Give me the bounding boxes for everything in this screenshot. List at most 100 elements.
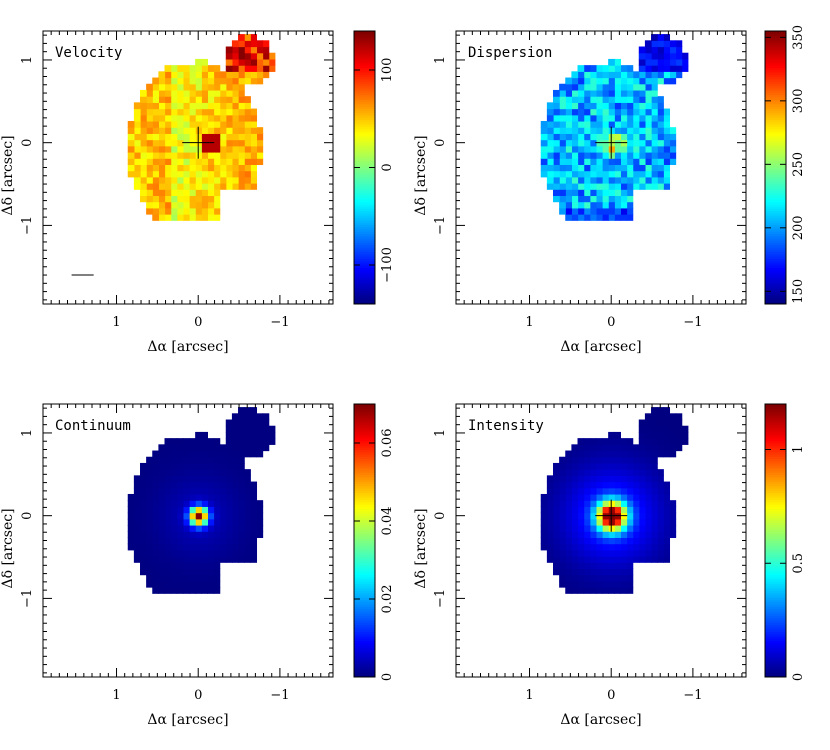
heatmap-cell	[189, 170, 196, 178]
heatmap-cell	[540, 493, 548, 501]
heatmap-cell	[614, 500, 621, 507]
heatmap-cell	[213, 574, 221, 582]
heatmap-cell	[140, 114, 147, 122]
heatmap-cell	[207, 96, 215, 103]
heatmap-cell	[244, 102, 251, 110]
heatmap-cell	[256, 524, 264, 532]
colorbar-tick-label: 0.02	[380, 585, 395, 614]
heatmap-cell	[176, 568, 184, 576]
heatmap-cell	[651, 40, 658, 48]
heatmap-cell	[577, 183, 585, 190]
heatmap-cell	[583, 127, 591, 134]
heatmap-cell	[176, 145, 184, 153]
heatmap-cell	[626, 562, 634, 570]
heatmap-cell	[620, 77, 628, 85]
heatmap-cell	[207, 531, 215, 538]
heatmap-cell	[614, 65, 621, 72]
colorbar-step	[354, 620, 375, 623]
heatmap-cell	[176, 120, 184, 128]
heatmap-cell	[133, 133, 141, 141]
heatmap-cell	[268, 65, 276, 72]
heatmap-cell	[182, 151, 190, 159]
heatmap-cell	[250, 512, 258, 520]
heatmap-cell	[244, 71, 251, 79]
heatmap-cell	[608, 120, 615, 128]
heatmap-cell	[663, 407, 671, 414]
heatmap-cell	[250, 419, 258, 427]
heatmap-cell	[589, 139, 597, 147]
heatmap-cell	[146, 145, 153, 153]
heatmap-cell	[244, 450, 251, 458]
heatmap-cell	[207, 562, 215, 570]
colorbar-step	[765, 599, 786, 603]
heatmap-cell	[268, 425, 276, 433]
heatmap-cell	[164, 195, 172, 203]
heatmap-cell	[663, 108, 671, 116]
heatmap-cell	[565, 151, 572, 159]
x-tick-label: −1	[683, 315, 702, 330]
heatmap-cell	[176, 127, 184, 134]
heatmap-cell	[595, 568, 603, 576]
heatmap-cell	[231, 151, 239, 159]
heatmap-cell	[238, 133, 245, 141]
colorbar-step	[765, 51, 786, 55]
colorbar-step	[765, 583, 786, 587]
heatmap-cell	[256, 65, 264, 72]
heatmap-cell	[559, 139, 566, 147]
heatmap-cell	[176, 469, 184, 476]
heatmap-cell	[651, 127, 658, 134]
heatmap-cell	[195, 549, 202, 557]
heatmap-cell	[546, 506, 554, 514]
heatmap-cell	[238, 139, 245, 147]
heatmap-cell	[158, 493, 166, 501]
heatmap-cell	[632, 127, 640, 134]
heatmap-cell	[195, 89, 202, 97]
heatmap-cell	[207, 145, 215, 153]
heatmap-cell	[225, 127, 233, 134]
heatmap-cell	[632, 444, 640, 452]
heatmap-cell	[213, 170, 221, 178]
colorbar-tick-label: −100	[380, 247, 395, 283]
colorbar-step	[354, 551, 375, 555]
heatmap-cell	[595, 158, 603, 165]
colorbar-step	[354, 608, 375, 612]
heatmap-cell	[620, 462, 628, 470]
heatmap-cell	[626, 195, 634, 203]
colorbar-step	[765, 194, 786, 198]
colorbar-step	[354, 44, 375, 48]
colorbar-step	[765, 488, 786, 491]
colorbar-step	[354, 153, 375, 157]
heatmap-cell	[589, 201, 597, 209]
heatmap-cell	[620, 114, 628, 122]
heatmap-cell	[244, 407, 251, 414]
heatmap-cell	[657, 512, 664, 520]
heatmap-cell	[133, 151, 141, 159]
heatmap-cell	[559, 568, 566, 576]
heatmap-cell	[553, 562, 560, 570]
heatmap-cell	[565, 164, 572, 172]
heatmap-cell	[152, 531, 159, 538]
heatmap-cell	[250, 537, 258, 545]
heatmap-cell	[158, 151, 166, 159]
heatmap-cell	[565, 450, 572, 458]
heatmap-cell	[595, 189, 603, 197]
heatmap-cell	[195, 462, 202, 470]
heatmap-cell	[583, 524, 591, 532]
heatmap-cell	[201, 71, 208, 79]
heatmap-cell	[546, 524, 554, 532]
heatmap-cell	[182, 77, 190, 85]
heatmap-cell	[140, 89, 147, 97]
heatmap-cell	[133, 481, 141, 489]
heatmap-cell	[583, 207, 591, 215]
heatmap-cell	[608, 580, 615, 588]
heatmap-cell	[170, 176, 178, 184]
x-tick-label: 1	[525, 688, 533, 703]
heatmap-cell	[201, 556, 208, 563]
heatmap-cell	[256, 512, 264, 520]
heatmap-cell	[546, 114, 554, 122]
heatmap-cell	[182, 164, 190, 172]
colorbar-step	[765, 83, 786, 87]
heatmap-cell	[638, 425, 646, 433]
heatmap-cell	[207, 189, 215, 197]
heatmap-cell	[201, 83, 208, 91]
